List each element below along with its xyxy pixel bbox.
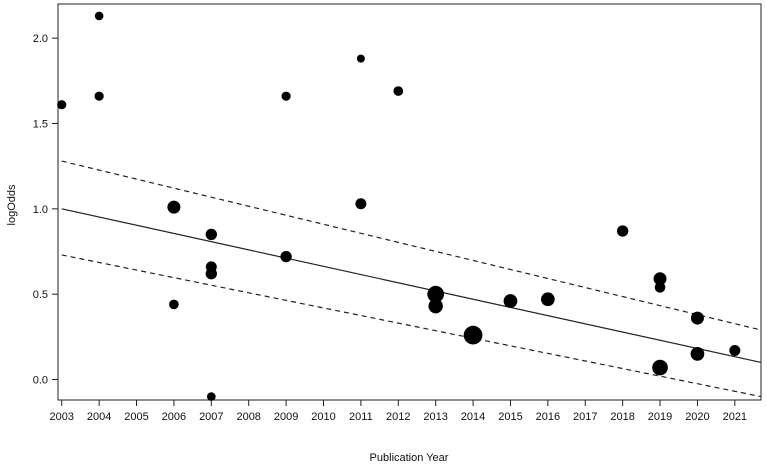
- x-tick-label: 2018: [610, 411, 634, 423]
- data-point: [428, 298, 443, 314]
- data-point: [94, 91, 104, 101]
- data-point: [169, 299, 179, 310]
- data-point: [94, 11, 104, 21]
- x-tick-label: 2021: [723, 411, 747, 423]
- data-point: [280, 250, 292, 263]
- data-point: [205, 228, 217, 241]
- data-point: [463, 325, 483, 345]
- y-tick-label: 2.0: [33, 33, 48, 45]
- x-tick-label: 2004: [87, 411, 111, 423]
- x-tick-label: 2003: [49, 411, 73, 423]
- y-tick-label: 0.0: [33, 375, 48, 387]
- x-tick-label: 2007: [199, 411, 223, 423]
- x-tick-label: 2016: [536, 411, 560, 423]
- data-point: [393, 86, 404, 96]
- data-points: [57, 11, 741, 401]
- data-point: [206, 392, 216, 401]
- x-tick-label: 2017: [573, 411, 597, 423]
- ci-upper-line: [61, 160, 762, 331]
- x-tick-label: 2020: [685, 411, 709, 423]
- data-point: [690, 311, 704, 325]
- plot-frame: [57, 3, 762, 401]
- x-tick-label: 2014: [461, 411, 485, 423]
- confidence-band: [61, 160, 762, 398]
- y-tick-label: 0.5: [33, 289, 48, 301]
- data-point: [729, 345, 741, 356]
- data-point: [653, 272, 667, 286]
- ci-lower-line: [61, 254, 762, 398]
- data-point: [540, 292, 555, 307]
- x-tick-label: 2015: [498, 411, 522, 423]
- x-tick-label: 2009: [274, 411, 298, 423]
- data-point: [355, 198, 367, 210]
- data-point: [356, 54, 365, 63]
- data-point: [205, 268, 217, 280]
- data-point: [616, 225, 629, 237]
- x-tick-label: 2011: [349, 411, 373, 423]
- data-point: [652, 359, 668, 376]
- x-tick-label: 2019: [648, 411, 672, 423]
- x-tick-label: 2006: [162, 411, 186, 423]
- x-tick-label: 2010: [311, 411, 335, 423]
- fit-line: [61, 208, 762, 364]
- x-tick-label: 2008: [236, 411, 260, 423]
- data-point: [57, 100, 67, 110]
- y-tick-label: 1.0: [33, 204, 48, 216]
- data-point: [427, 285, 445, 303]
- y-axis-title: logOdds: [6, 184, 18, 225]
- x-axis: 2003 2004 2005 2006 2007 2008 2009 2010 2011 2012…: [49, 400, 747, 423]
- x-axis-title: Publication Year: [370, 452, 449, 464]
- x-tick-label: 2012: [386, 411, 410, 423]
- data-point: [503, 294, 518, 308]
- data-point: [654, 282, 666, 293]
- regression-line: [61, 208, 762, 364]
- data-point: [690, 347, 705, 361]
- x-tick-label: 2005: [124, 411, 148, 423]
- x-tick-label: 2013: [423, 411, 447, 423]
- data-point: [281, 91, 291, 101]
- y-tick-label: 1.5: [33, 118, 48, 130]
- y-axis: 0.0 0.5 1.0 1.5 2.0: [33, 33, 58, 387]
- data-point: [167, 200, 181, 214]
